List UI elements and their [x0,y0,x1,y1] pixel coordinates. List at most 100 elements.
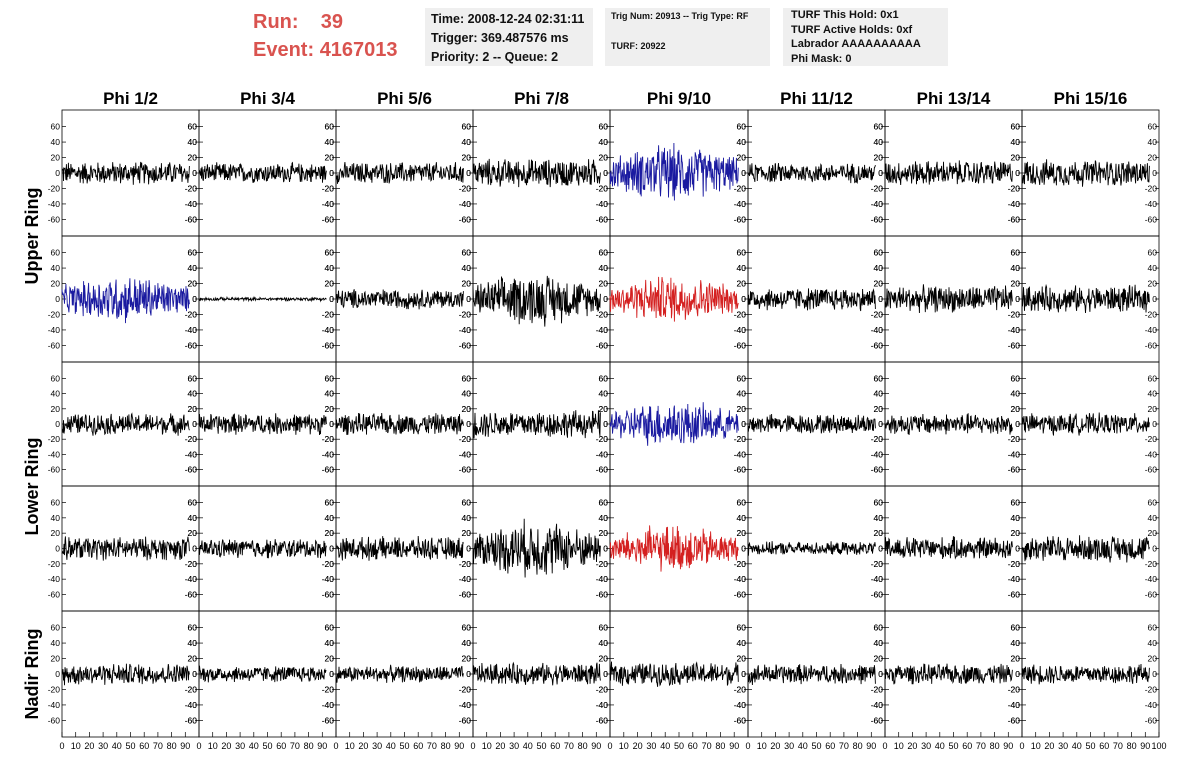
y-tick-label-right: 60 [188,122,198,132]
y-tick-label: 60 [874,248,884,258]
y-tick-label-right: 0 [466,168,471,178]
x-tick-label: 90 [866,741,876,751]
y-tick-label: 40 [599,638,609,648]
y-tick-label-right: -20 [322,559,335,569]
y-tick-label-right: -40 [734,700,747,710]
y-tick-label-right: 40 [874,137,884,147]
time-text: Time: 2008-12-24 02:31:11 [431,12,585,26]
y-tick-label: 40 [325,638,335,648]
x-tick-label: 10 [71,741,81,751]
waveform-trace [609,276,739,322]
y-tick-label: -60 [734,465,747,475]
run-value: 39 [320,11,344,33]
run-event-block: Run: 39 Event: 4167013 [253,8,398,64]
y-tick-label: 20 [462,404,472,414]
y-tick-label-right: -60 [185,590,198,600]
y-tick-label: 20 [188,153,198,163]
y-tick-label: 60 [737,498,747,508]
waveform-trace [198,539,327,559]
y-tick-label-right: 40 [1011,513,1021,523]
y-tick-label: 60 [874,498,884,508]
x-tick-label: 40 [112,741,122,751]
y-tick-label-right: 20 [1011,654,1021,664]
y-tick-label: -60 [1008,214,1021,224]
y-tick-label-right: -60 [1145,715,1158,725]
event-row: Event: 4167013 [253,36,398,64]
y-tick-label: 20 [599,654,609,664]
x-tick-label: 90 [317,741,327,751]
x-tick-label: 50 [536,741,546,751]
y-tick-label-right: -20 [596,183,609,193]
x-tick-label: 20 [221,741,231,751]
y-tick-label-right: -40 [322,574,335,584]
y-tick-label: 20 [874,279,884,289]
y-tick-label: -20 [48,684,61,694]
x-tick-label: 30 [509,741,519,751]
y-tick-label-right: 40 [1148,263,1158,273]
y-tick-label-right: -40 [871,449,884,459]
y-tick-label-right: 60 [737,498,747,508]
x-tick-label: 60 [825,741,835,751]
y-tick-label: -60 [734,340,747,350]
y-tick-label: 40 [462,513,472,523]
y-tick-label: 0 [329,419,334,429]
y-tick-label: -20 [596,684,609,694]
y-tick-label-right: 0 [329,544,334,554]
y-tick-label: -40 [871,325,884,335]
y-tick-label: -40 [322,449,335,459]
y-tick-label: -40 [48,574,61,584]
y-tick-label-right: 60 [599,248,609,258]
y-tick-label: 40 [737,513,747,523]
y-tick-label-right: -60 [459,715,472,725]
y-tick-label-right: -20 [322,183,335,193]
y-tick-label: -20 [459,434,472,444]
y-tick-label-right: 60 [1011,373,1021,383]
y-tick-label-right: 40 [1148,389,1158,399]
y-tick-label-right: 60 [325,498,335,508]
y-tick-label-right: 0 [1015,544,1020,554]
y-tick-label: 20 [737,654,747,664]
y-tick-label-right: -20 [871,559,884,569]
y-tick-label-right: 0 [466,544,471,554]
y-tick-label-right: 60 [325,373,335,383]
x-tick-label: 10 [1031,741,1041,751]
y-tick-label-right: 20 [599,654,609,664]
y-tick-label: -20 [734,183,747,193]
y-tick-label-right: -60 [596,340,609,350]
y-tick-label-right: 20 [599,528,609,538]
x-tick-label: 80 [1127,741,1137,751]
priority-text: Priority: 2 -- Queue: 2 [431,50,559,64]
y-tick-label-right: -40 [1145,199,1158,209]
y-tick-label-right: 0 [1152,544,1157,554]
y-tick-label: 60 [462,122,472,132]
x-tick-label: 40 [523,741,533,751]
y-tick-label: 40 [874,513,884,523]
y-tick-label: 0 [55,294,60,304]
y-tick-label-right: -60 [459,590,472,600]
y-tick-label: -40 [48,449,61,459]
y-tick-label: -60 [185,590,198,600]
y-tick-label-right: -20 [459,434,472,444]
y-tick-label: 0 [466,294,471,304]
y-tick-label: -60 [48,214,61,224]
y-tick-label-right: -60 [1145,214,1158,224]
row-label: Nadir Ring [22,628,42,719]
y-tick-label: 0 [878,168,883,178]
y-tick-label: 40 [51,389,61,399]
waveform-trace [472,661,601,686]
y-tick-label: 40 [188,389,198,399]
y-tick-label-right: 20 [462,654,472,664]
y-tick-label-right: -60 [459,465,472,475]
y-tick-label: -20 [322,684,335,694]
y-tick-label: 60 [462,498,472,508]
run-row: Run: 39 [253,8,398,36]
y-tick-label: 40 [874,389,884,399]
y-tick-label-right: -40 [322,325,335,335]
y-tick-label: -20 [1008,309,1021,319]
waveform-trace [884,413,1013,435]
y-tick-label-right: -40 [322,199,335,209]
y-tick-label-right: -40 [734,574,747,584]
x-tick-label: 10 [894,741,904,751]
y-tick-label: 60 [462,373,472,383]
y-tick-label-right: 40 [737,389,747,399]
